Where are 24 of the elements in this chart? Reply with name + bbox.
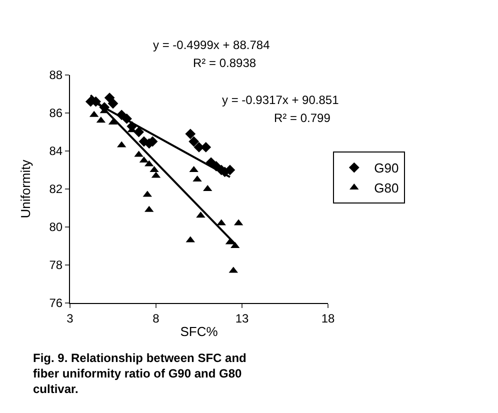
x-axis-title: SFC%	[180, 324, 218, 339]
y-tick-label: 88	[49, 68, 63, 82]
caption: Fig. 9. Relationship between SFC and fiber uniformity ratio of G90 and G80 cultivar.	[33, 351, 246, 396]
text: y = -0.4999x + 88.784	[153, 38, 270, 52]
legend-label: G80	[374, 180, 399, 196]
x-tick-label: 18	[321, 311, 335, 326]
y-tick-label: 84	[49, 144, 63, 158]
y-axis-title: Uniformity	[18, 159, 34, 218]
y-tick-label: 78	[49, 258, 63, 272]
point	[224, 164, 236, 176]
point	[108, 98, 118, 109]
point	[188, 136, 200, 147]
annotation: y = -0.9317x + 90.851	[222, 93, 340, 107]
y-tick-label: 86	[49, 106, 63, 120]
legend-label: G90	[374, 160, 399, 176]
x-tick-label: 3	[66, 311, 74, 326]
text: R² = 0.8938	[193, 56, 256, 70]
x-tick-label: 8	[152, 311, 160, 326]
y-tick-label: 80	[49, 220, 63, 234]
x-tick-label: 13	[235, 311, 249, 326]
point	[185, 128, 196, 140]
y-tick-label: 82	[49, 182, 63, 196]
y-tick-label: 76	[49, 296, 63, 310]
annotation: R² = 0.799	[274, 111, 331, 125]
